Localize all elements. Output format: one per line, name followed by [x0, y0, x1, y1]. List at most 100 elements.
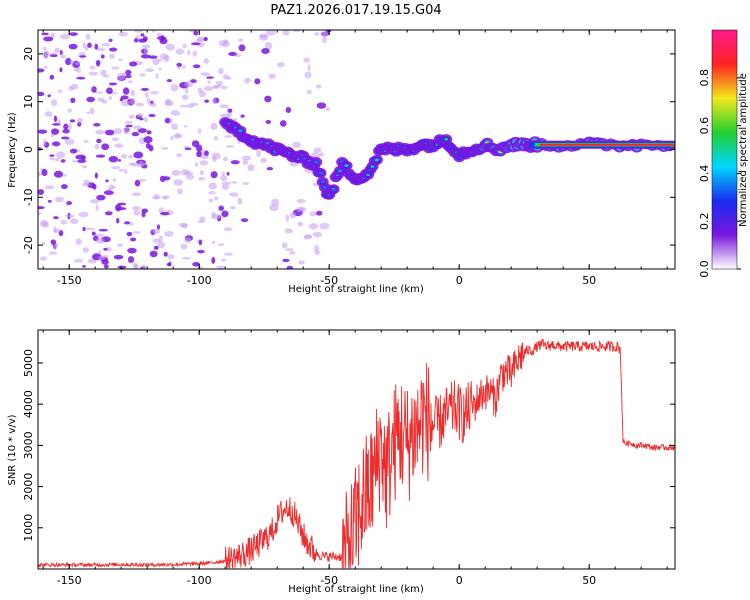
noise-point	[59, 33, 70, 40]
noise-point	[170, 110, 181, 116]
noise-point	[114, 143, 124, 149]
noise-point	[134, 263, 139, 269]
noise-point	[43, 138, 47, 146]
snr-x-tick-label: -150	[57, 574, 82, 587]
noise-point	[256, 149, 262, 157]
noise-point	[182, 43, 187, 49]
noise-point	[100, 54, 105, 59]
colorbar-ticks: 0.0 0.2 0.4 0.6 0.8	[698, 69, 741, 278]
noise-point	[217, 243, 225, 246]
noise-point	[260, 157, 267, 164]
ridge-band-core	[539, 143, 675, 146]
snr-x-tick-label: 50	[582, 574, 596, 587]
noise-point	[297, 221, 304, 227]
spectral-ridge	[219, 117, 675, 200]
noise-point	[229, 192, 239, 197]
noise-point	[313, 147, 322, 153]
noise-point	[118, 58, 123, 62]
noise-point	[111, 137, 120, 142]
noise-point	[89, 65, 96, 70]
noise-point	[222, 156, 228, 162]
noise-point	[44, 185, 55, 190]
noise-point	[41, 168, 48, 177]
noise-point	[51, 128, 60, 135]
snr-marks	[38, 338, 675, 569]
noise-point	[164, 117, 171, 124]
noise-point	[218, 205, 224, 211]
noise-point	[173, 179, 184, 186]
noise-point	[276, 62, 285, 68]
noise-point	[211, 152, 221, 160]
noise-point	[143, 136, 153, 144]
noise-point	[108, 96, 113, 100]
noise-point	[261, 48, 270, 55]
noise-point	[285, 214, 290, 222]
noise-point	[145, 68, 155, 73]
noise-point	[200, 154, 209, 160]
noise-point	[119, 98, 124, 102]
noise-point	[162, 196, 168, 200]
noise-point	[49, 157, 55, 161]
noise-point	[138, 178, 147, 182]
spectrogram-x-tick-label: -150	[57, 274, 82, 287]
noise-point	[86, 96, 95, 103]
noise-point	[152, 238, 161, 243]
noise-point	[95, 237, 105, 244]
noise-point	[203, 58, 210, 64]
noise-point	[149, 102, 157, 107]
noise-point	[82, 42, 86, 49]
noise-point	[108, 47, 118, 52]
noise-point	[229, 205, 236, 210]
noise-point	[95, 60, 101, 67]
noise-point	[156, 32, 162, 37]
snr-y-tick-label: 4000	[22, 390, 35, 418]
noise-point	[316, 102, 327, 109]
noise-point	[320, 31, 329, 37]
noise-point	[221, 171, 225, 176]
noise-point	[156, 224, 161, 230]
noise-point	[309, 211, 317, 217]
noise-point	[130, 237, 137, 242]
noise-point	[82, 247, 89, 253]
noise-point	[291, 141, 302, 148]
noise-point	[68, 122, 72, 130]
colorbar-tick-label: 0.2	[698, 212, 711, 230]
noise-point	[196, 36, 204, 42]
noise-point	[118, 159, 122, 162]
noise-point	[227, 111, 232, 119]
noise-point	[53, 228, 61, 233]
noise-point	[296, 206, 305, 213]
noise-point	[118, 31, 128, 37]
noise-point	[125, 124, 133, 128]
noise-point	[308, 223, 319, 230]
noise-point	[59, 67, 63, 73]
noise-point	[149, 250, 158, 258]
noise-point	[194, 162, 199, 167]
noise-point	[279, 120, 287, 127]
noise-point	[82, 226, 86, 232]
noise-point	[44, 111, 53, 117]
noise-point	[224, 135, 233, 139]
noise-point	[226, 171, 230, 176]
noise-point	[155, 73, 159, 80]
noise-point	[288, 251, 296, 255]
noise-point	[203, 36, 208, 42]
noise-point	[121, 100, 130, 107]
noise-point	[184, 147, 192, 151]
noise-point	[91, 86, 97, 93]
noise-point	[285, 106, 292, 113]
noise-point	[53, 170, 63, 178]
noise-point	[208, 182, 218, 190]
noise-point	[67, 108, 72, 113]
noise-point	[284, 248, 294, 252]
noise-point	[87, 258, 97, 264]
noise-point	[197, 249, 205, 254]
noise-point	[208, 191, 216, 195]
noise-point	[164, 100, 174, 107]
noise-point	[38, 129, 48, 134]
noise-point	[144, 91, 149, 99]
noise-point	[219, 104, 230, 109]
noise-point	[177, 188, 184, 195]
noise-point	[282, 30, 290, 36]
